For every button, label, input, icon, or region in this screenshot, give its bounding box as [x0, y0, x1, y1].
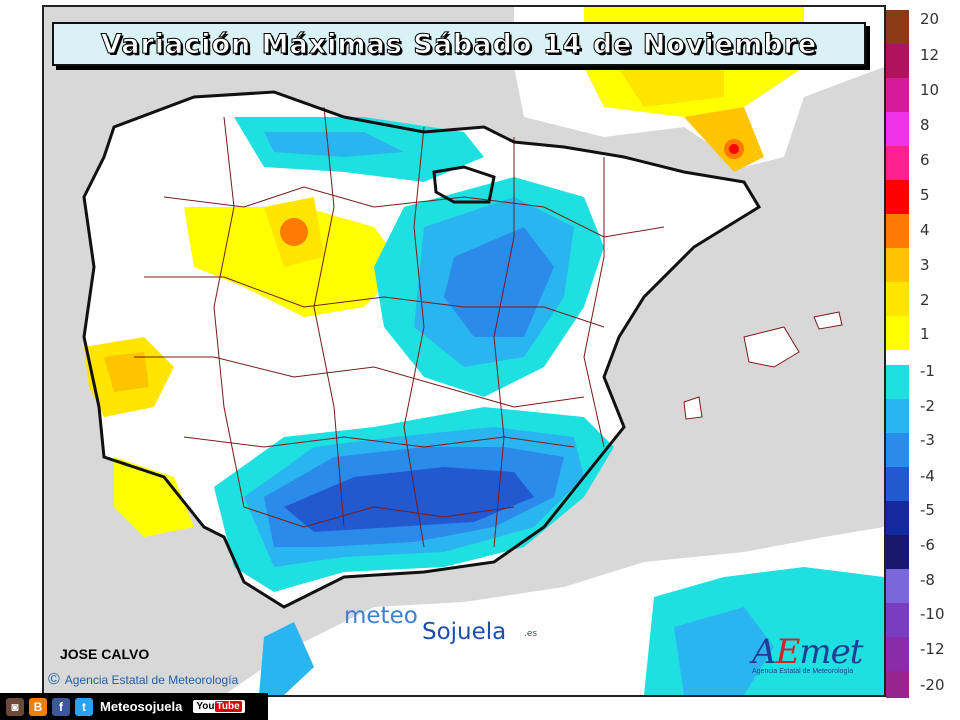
- aemet-logo-subtitle: Agencia Estatal de Meteorología: [752, 668, 854, 675]
- legend-swatch-neg-6: [886, 569, 909, 603]
- legend-label: 10: [920, 81, 940, 99]
- legend-label: 1: [920, 325, 930, 343]
- legend-swatch-neg-5: [886, 535, 909, 569]
- author-credit: JOSE CALVO: [60, 646, 150, 662]
- legend-label: 5: [920, 186, 930, 204]
- meteosojuela-watermark: meteo Sojuela .es: [344, 603, 537, 645]
- legend-swatch-pos-9: [886, 316, 909, 350]
- aemet-logo: AEmet Agencia Estatal de Meteorología: [752, 632, 876, 690]
- legend-swatch-pos-8: [886, 282, 909, 316]
- legend-label: 4: [920, 221, 930, 239]
- watermark-suffix: .es: [524, 629, 538, 639]
- legend-swatch-pos-2: [886, 78, 909, 112]
- instagram-icon[interactable]: ◙: [6, 697, 24, 716]
- baleares: [743, 326, 800, 368]
- copyright-symbol: ©: [48, 671, 60, 688]
- youtube-icon[interactable]: You Tube: [193, 700, 245, 713]
- legend-label: -5: [920, 501, 935, 519]
- legend-swatch-neg-7: [886, 603, 909, 637]
- aemet-logo-mark: AEmet: [752, 632, 863, 672]
- legend-swatch-neg-9: [886, 671, 909, 698]
- legend-swatch-pos-0: [886, 10, 909, 44]
- legend-label: 8: [920, 116, 930, 134]
- legend-swatch-neg-8: [886, 637, 909, 671]
- agency-credit: © Agencia Estatal de Meteorología: [48, 671, 238, 689]
- legend-label: 6: [920, 151, 930, 169]
- hotspot-west: [280, 218, 308, 246]
- blogger-icon[interactable]: B: [29, 697, 47, 716]
- legend-label: -10: [920, 605, 945, 623]
- social-handle[interactable]: Meteosojuela: [100, 699, 183, 714]
- legend-label: -2: [920, 397, 935, 415]
- legend-swatch-neg-3: [886, 467, 909, 501]
- legend-swatch-neg-0: [886, 365, 909, 399]
- north-cold2: [264, 132, 404, 157]
- legend-swatch-pos-1: [886, 44, 909, 78]
- menorca: [813, 311, 843, 330]
- facebook-icon[interactable]: f: [52, 697, 70, 716]
- watermark-part1: meteo: [344, 603, 418, 629]
- legend-label: 12: [920, 46, 940, 64]
- legend-label: -20: [920, 676, 945, 694]
- legend-label: -1: [920, 362, 935, 380]
- twitter-icon[interactable]: t: [75, 697, 93, 716]
- map-title: Variación Máximas Sábado 14 de Noviembre: [52, 22, 866, 66]
- legend-swatch-neg-2: [886, 433, 909, 467]
- africa-cold2: [674, 607, 774, 695]
- legend-label: -8: [920, 571, 935, 589]
- province-borders: [134, 106, 665, 548]
- legend-swatch-pos-5: [886, 180, 909, 214]
- africa-cold3: [259, 622, 314, 695]
- hotspot-east-core: [729, 144, 739, 154]
- la-rioja-outline: [432, 165, 496, 204]
- legend-label: -6: [920, 536, 935, 554]
- legend-swatch-pos-4: [886, 146, 909, 180]
- social-bar: ◙ B f t Meteosojuela You Tube: [0, 693, 268, 720]
- south-cold4: [284, 467, 534, 532]
- south-portugal-warm: [114, 457, 194, 537]
- pyrenees-warm: [684, 107, 764, 172]
- ibiza: [683, 396, 703, 420]
- temperature-variation-map: [44, 7, 884, 695]
- agency-name: Agencia Estatal de Meteorología: [64, 673, 239, 687]
- legend-swatch-neg-4: [886, 501, 909, 535]
- legend-swatch-pos-6: [886, 214, 909, 248]
- legend-swatch-neg-1: [886, 399, 909, 433]
- color-legend: 20 12 10 8 6 5 4 3 2 1 -1 -2 -3 -4 -5 -6…: [886, 10, 960, 700]
- watermark-part2: Sojuela: [422, 619, 507, 645]
- legend-label: -3: [920, 431, 935, 449]
- legend-swatch-pos-7: [886, 248, 909, 282]
- center-cold3: [444, 227, 554, 337]
- legend-label: -4: [920, 467, 935, 485]
- map-title-text: Variación Máximas Sábado 14 de Noviembre: [100, 28, 818, 60]
- legend-label: -12: [920, 640, 945, 658]
- portugal-warm2: [104, 352, 149, 392]
- legend-label: 3: [920, 256, 930, 274]
- spain-outline: [82, 90, 762, 609]
- legend-swatch-pos-3: [886, 112, 909, 146]
- legend-label: 2: [920, 291, 930, 309]
- legend-label: 20: [920, 10, 940, 28]
- map-frame: [42, 5, 886, 697]
